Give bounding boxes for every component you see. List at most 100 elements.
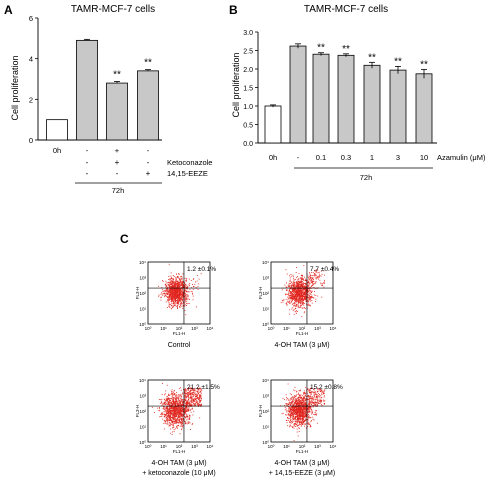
flow-event-dot <box>291 413 293 415</box>
flow-event-dot <box>170 289 172 291</box>
flow-event-dot <box>181 428 183 430</box>
flow-event-dot <box>314 401 316 403</box>
flow-event-dot <box>302 417 304 419</box>
flow-event-dot <box>305 296 306 298</box>
flow-event-dot <box>309 292 311 294</box>
flow-event-dot <box>169 291 171 293</box>
flow-event-dot <box>296 291 298 293</box>
flow-event-dot <box>167 399 168 400</box>
flow-event-dot <box>181 290 183 292</box>
flow-event-dot <box>187 406 189 408</box>
flow-event-dot <box>288 292 290 294</box>
flow-event-dot <box>196 404 198 405</box>
flow-event-dot <box>189 418 190 420</box>
flow-event-dot <box>297 306 299 308</box>
flow-event-dot <box>172 283 174 285</box>
flow-event-dot <box>309 398 311 400</box>
flow-event-dot <box>296 285 298 287</box>
flow-event-dot <box>311 393 313 395</box>
flow-event-dot <box>186 406 188 408</box>
flow-event-dot <box>307 395 309 397</box>
flow-event-dot <box>310 296 312 298</box>
flow-event-dot <box>185 290 187 292</box>
flow-event-dot <box>296 418 298 419</box>
flow-event-dot <box>163 423 165 425</box>
flow-event-dot <box>191 394 193 396</box>
flow-event-dot <box>295 395 297 397</box>
flow-event-dot <box>308 304 310 306</box>
flow-event-dot <box>169 419 171 421</box>
flow-event-dot <box>303 288 305 290</box>
flow-event-dot <box>165 284 167 286</box>
flow-event-dot <box>178 404 180 406</box>
flow-event-dot <box>316 277 318 279</box>
flow-event-dot <box>317 388 319 390</box>
flow-event-dot <box>318 388 320 390</box>
flow-event-dot <box>319 394 320 395</box>
flow-event-dot <box>300 289 302 291</box>
flow-event-dot <box>170 399 172 401</box>
flow-event-dot <box>310 420 312 422</box>
flow-event-dot <box>196 390 198 392</box>
flow-event-dot <box>298 288 300 290</box>
flow-event-dot <box>171 410 173 411</box>
flow-event-dot <box>293 425 295 427</box>
flow-event-dot <box>174 407 176 409</box>
flow-event-dot <box>195 399 197 401</box>
flow-event-dot <box>162 412 164 414</box>
flow-event-dot <box>180 421 182 423</box>
flow-event-dot <box>172 300 174 302</box>
flow-event-dot <box>297 422 299 424</box>
flow-event-dot <box>311 300 313 301</box>
flow-event-dot <box>316 394 318 396</box>
flow-event-dot <box>166 286 168 288</box>
flow-event-dot <box>296 291 298 293</box>
flow-event-dot <box>190 404 192 406</box>
flow-event-dot <box>297 282 299 284</box>
flow-event-dot <box>178 419 180 421</box>
flow-event-dot <box>305 292 306 294</box>
flow-event-dot <box>312 416 314 418</box>
flow-event-dot <box>304 406 306 407</box>
flow-event-dot <box>176 301 178 303</box>
flow-event-dot <box>301 316 303 318</box>
flow-event-dot <box>302 422 304 424</box>
flow-event-dot <box>298 278 299 280</box>
flow-event-dot <box>294 295 296 297</box>
flow-event-dot <box>292 416 293 418</box>
flow-event-dot <box>165 407 167 409</box>
flow-event-dot <box>300 414 302 416</box>
flow-event-dot <box>304 402 306 403</box>
panel-a-treatment-mark: + <box>115 158 120 167</box>
flow-event-dot <box>160 299 162 301</box>
flow-event-dot <box>304 408 306 409</box>
flow-caption: + ketoconazole (10 μM) <box>142 470 216 477</box>
flow-event-dot <box>297 300 299 302</box>
flow-event-dot <box>313 274 315 276</box>
flow-event-dot <box>319 403 321 404</box>
flow-event-dot <box>288 411 290 412</box>
flow-event-dot <box>170 292 172 294</box>
flow-event-dot <box>319 390 321 392</box>
flow-event-dot <box>179 421 181 423</box>
flow-event-dot <box>170 277 172 279</box>
flow-event-dot <box>180 305 181 307</box>
flow-event-dot <box>302 303 304 305</box>
flow-event-dot <box>200 395 201 397</box>
flow-event-dot <box>167 410 168 412</box>
flow-event-dot <box>290 291 292 293</box>
flow-event-dot <box>323 270 325 272</box>
flow-event-dot <box>298 392 299 394</box>
flow-event-dot <box>184 285 185 287</box>
flow-event-dot <box>178 283 180 285</box>
flow-event-dot <box>179 420 181 422</box>
flow-event-dot <box>188 407 190 409</box>
flow-event-dot <box>180 293 182 295</box>
flow-event-dot <box>308 295 310 297</box>
flow-event-dot <box>305 407 307 409</box>
flow-event-dot <box>305 406 307 408</box>
flow-event-dot <box>176 290 178 292</box>
flow-event-dot <box>172 293 174 295</box>
flow-event-dot <box>298 281 300 283</box>
flow-event-dot <box>293 410 295 412</box>
